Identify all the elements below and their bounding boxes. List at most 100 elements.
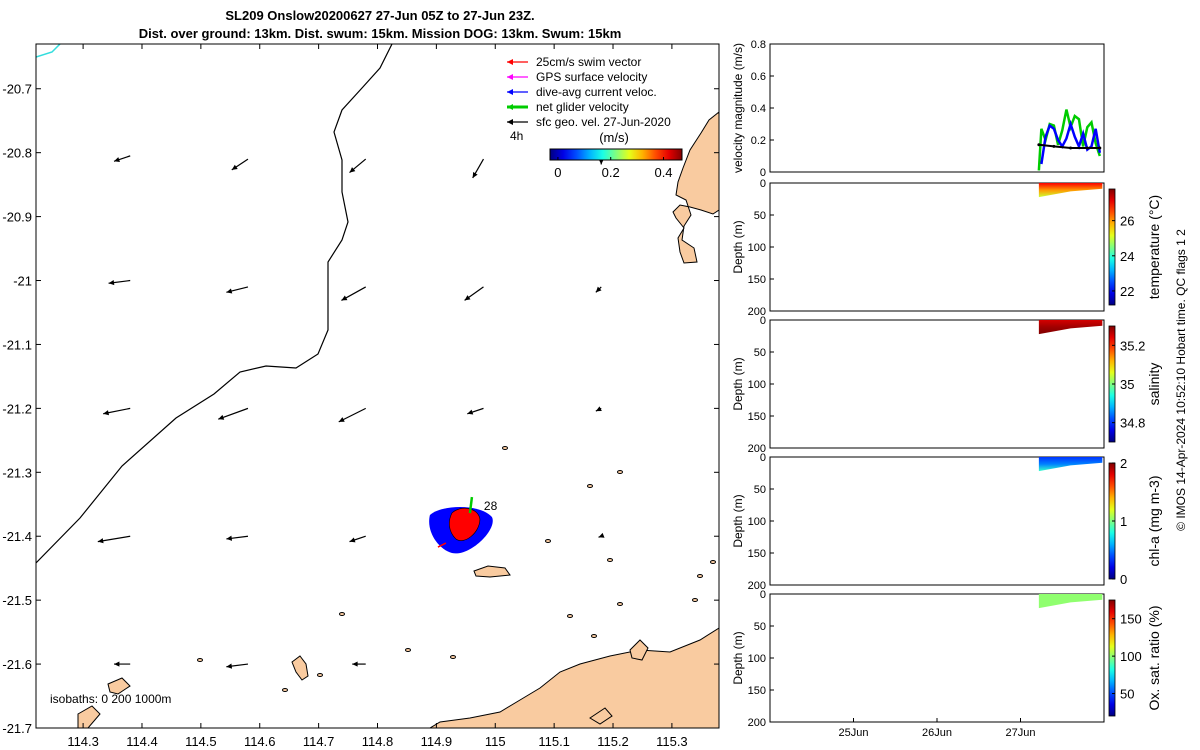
legend-swatch-arrow — [507, 104, 513, 110]
land-islet — [697, 574, 703, 578]
legend-entry: GPS surface velocity — [507, 70, 647, 84]
section-frame — [769, 182, 1105, 312]
x-tick-label: 115.3 — [656, 734, 688, 749]
current-vector — [226, 663, 249, 669]
map-panel: 28 isobaths: 0 200 1000m 114.3 114.4 114.5 11… — [2, 43, 720, 749]
x-tick-label: 114.3 — [67, 734, 99, 749]
section-panel-3: 0 50 100 150 200 Depth (m) 0 1 2 chl-a (mg m-3) — [731, 452, 1162, 592]
y-tick-label: -20.8 — [2, 146, 32, 161]
y-tick-label: 200 — [748, 717, 766, 729]
land-island-5 — [589, 707, 613, 725]
colorbar-variable-label: temperature (°C) — [1146, 195, 1162, 299]
current-vector — [338, 407, 366, 423]
x-tick-label: 26Jun — [922, 727, 952, 739]
velocity-point — [1052, 144, 1056, 148]
land-island-1 — [473, 565, 511, 578]
land-island-4 — [77, 705, 101, 728]
land-islet — [197, 658, 203, 662]
land-island-2 — [291, 655, 309, 681]
velocity-point — [1037, 143, 1041, 147]
y-tick-label: -21.1 — [2, 337, 32, 352]
y-tick-label: 100 — [748, 242, 766, 254]
colorbar-tick-label: 1 — [1120, 514, 1127, 529]
current-vector — [598, 532, 605, 538]
colorbar-tick-label: 100 — [1120, 649, 1142, 664]
current-vector — [108, 279, 131, 286]
colorbar-tick-label: 22 — [1120, 284, 1134, 299]
current-vector — [341, 286, 367, 301]
chart-title-line1: SL209 Onslow20200627 27-Jun 05Z to 27-Ju… — [225, 8, 535, 23]
land-island-3 — [107, 677, 131, 695]
section-data-band — [1038, 457, 1103, 472]
y-tick-label: -21.5 — [2, 593, 32, 608]
y-tick-label: 100 — [748, 516, 766, 528]
isobath-contour-cyan — [36, 44, 61, 58]
land-islet — [317, 673, 323, 677]
y-tick-label: 150 — [748, 274, 766, 286]
current-vector — [226, 286, 249, 294]
x-tick-label: 115.2 — [597, 734, 629, 749]
swim-vector-cluster — [449, 507, 481, 541]
land-islet — [617, 470, 623, 474]
section-ylabel: Depth (m) — [731, 631, 745, 684]
track-label: 28 — [484, 499, 498, 513]
section-frame — [769, 319, 1105, 449]
y-tick-label: 150 — [748, 411, 766, 423]
land-islet — [405, 648, 411, 652]
x-tick-label: 114.7 — [303, 734, 335, 749]
current-vector — [595, 406, 602, 412]
colorbar-tick-label: 26 — [1120, 214, 1134, 229]
land-islet — [339, 612, 345, 616]
section-ylabel: Depth (m) — [731, 357, 745, 410]
chart-title-line2: Dist. over ground: 13km. Dist. swum: 15k… — [138, 26, 622, 41]
y-tick-label: 50 — [754, 484, 766, 496]
current-vector — [472, 158, 485, 179]
colorbar-tick-label: 34.8 — [1120, 416, 1145, 431]
footer-credit: © IMOS 14-Apr-2024 10:52:10 Hobart time.… — [1174, 229, 1188, 531]
y-tick-label: 200 — [748, 580, 766, 592]
map-colorbar — [549, 148, 683, 161]
land-mainland-north — [672, 111, 719, 264]
y-tick-label: 0 — [760, 589, 766, 601]
legend-label: 25cm/s swim vector — [536, 55, 641, 69]
land-islet — [617, 602, 623, 606]
x-tick-label: 115 — [485, 734, 506, 749]
section-frame — [769, 456, 1105, 586]
section-panel-4: 0 50 100 150 200 Depth (m) 50 100 150 Ox. sat. ra… — [731, 589, 1162, 739]
y-tick-label: -20.7 — [2, 82, 32, 97]
current-vector — [595, 286, 602, 293]
land-islet — [282, 688, 288, 692]
velocity-point — [1098, 146, 1102, 150]
legend-label: GPS surface velocity — [536, 70, 647, 84]
y-tick-label: 100 — [748, 653, 766, 665]
x-tick-label: 114.9 — [421, 734, 453, 749]
land-islet — [607, 558, 613, 562]
legend-entry: sfc geo. vel. 27-Jun-2020 — [507, 115, 671, 129]
colorbar-tick-label: 0 — [554, 165, 561, 180]
land-islet — [587, 484, 593, 488]
section-data-band — [1038, 183, 1103, 198]
colorbar-tick-label: 2 — [1120, 456, 1127, 471]
y-tick-label: -20.9 — [2, 210, 32, 225]
velocity-panel: 0 0.2 0.4 0.6 0.8 velocity magnitude (m/s) — [731, 39, 1105, 179]
legend-swatch-arrow — [507, 74, 513, 80]
x-tick-label: 114.5 — [185, 734, 217, 749]
legend-entry: net glider velocity — [507, 100, 629, 114]
x-tick-label: 114.4 — [126, 734, 158, 749]
colorbar-tick-label: 24 — [1120, 249, 1134, 264]
colorbar-variable-label: salinity — [1146, 363, 1162, 406]
section-colorbar — [1108, 599, 1116, 717]
net-glider-velocity-mark — [468, 496, 474, 514]
x-tick-label: 114.8 — [362, 734, 394, 749]
colorbar-tick-label: 35 — [1120, 377, 1134, 392]
current-vector — [464, 286, 484, 301]
isobath-label: isobaths: 0 200 1000m — [50, 692, 171, 706]
y-tick-label: 50 — [754, 347, 766, 359]
map-contents: 28 isobaths: 0 200 1000m — [36, 44, 719, 728]
current-vector — [103, 407, 131, 416]
y-tick-label: -21.2 — [2, 401, 32, 416]
y-tick-label: 50 — [754, 210, 766, 222]
legend-label: net glider velocity — [536, 100, 629, 114]
velocity-point — [1069, 146, 1073, 150]
